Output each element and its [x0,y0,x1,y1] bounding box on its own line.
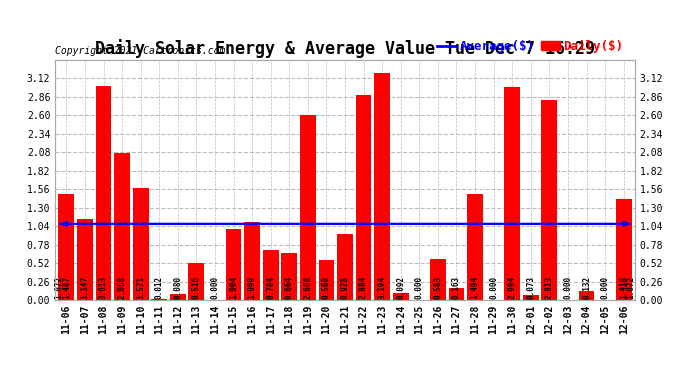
Bar [467,194,483,300]
Text: 3.013: 3.013 [99,276,108,299]
Bar [263,250,279,300]
Bar [337,234,353,300]
Bar [542,100,558,300]
Bar [319,260,335,300]
Text: 0.704: 0.704 [266,276,275,299]
Text: 0.000: 0.000 [564,276,573,299]
Text: 0.132: 0.132 [582,276,591,299]
Bar [170,294,186,300]
Text: 1.571: 1.571 [136,276,145,299]
Text: 0.664: 0.664 [285,276,294,299]
Text: 3.194: 3.194 [377,276,386,299]
Text: 2.813: 2.813 [545,276,554,299]
Bar [77,219,93,300]
Bar [504,87,520,300]
Text: 0.000: 0.000 [210,276,219,299]
Text: 0.516: 0.516 [192,276,201,299]
Title: Daily Solar Energy & Average Value Tue Dec 7 16:29: Daily Solar Energy & Average Value Tue D… [95,39,595,58]
Text: 0.073: 0.073 [526,276,535,299]
Text: 0.092: 0.092 [396,276,405,299]
Text: 1.487: 1.487 [62,276,71,299]
Text: 0.000: 0.000 [415,276,424,299]
Bar [615,200,631,300]
Text: 0.583: 0.583 [433,276,442,299]
Text: 0.000: 0.000 [600,276,609,299]
Text: 0.000: 0.000 [489,276,498,299]
Bar [132,189,148,300]
Bar [579,291,594,300]
Bar [393,294,408,300]
Legend: Average($), Daily($): Average($), Daily($) [433,35,629,58]
Text: 1.004: 1.004 [229,276,238,299]
Bar [96,86,111,300]
Text: 0.012: 0.012 [155,276,164,299]
Text: 1.072: 1.072 [55,276,63,299]
Text: 0.080: 0.080 [173,276,182,299]
Bar [282,253,297,300]
Bar [151,299,167,300]
Bar [300,115,316,300]
Text: 2.068: 2.068 [117,276,126,299]
Bar [374,73,390,300]
Text: 1.099: 1.099 [248,276,257,299]
Text: 0.163: 0.163 [452,276,461,299]
Text: Copyright 2021 Cartronics.com: Copyright 2021 Cartronics.com [55,46,226,56]
Bar [226,229,241,300]
Text: 1.072: 1.072 [627,276,635,299]
Bar [188,263,204,300]
Bar [244,222,260,300]
Text: 1.418: 1.418 [619,276,628,299]
Bar [523,295,539,300]
Text: 2.884: 2.884 [359,276,368,299]
Text: 0.928: 0.928 [340,276,350,299]
Bar [355,95,371,300]
Text: 2.994: 2.994 [508,276,517,299]
Bar [59,194,75,300]
Bar [448,288,464,300]
Text: 2.608: 2.608 [304,276,313,299]
Text: 0.568: 0.568 [322,276,331,299]
Bar [430,259,446,300]
Bar [114,153,130,300]
Text: 1.494: 1.494 [471,276,480,299]
Text: 1.147: 1.147 [81,276,90,299]
